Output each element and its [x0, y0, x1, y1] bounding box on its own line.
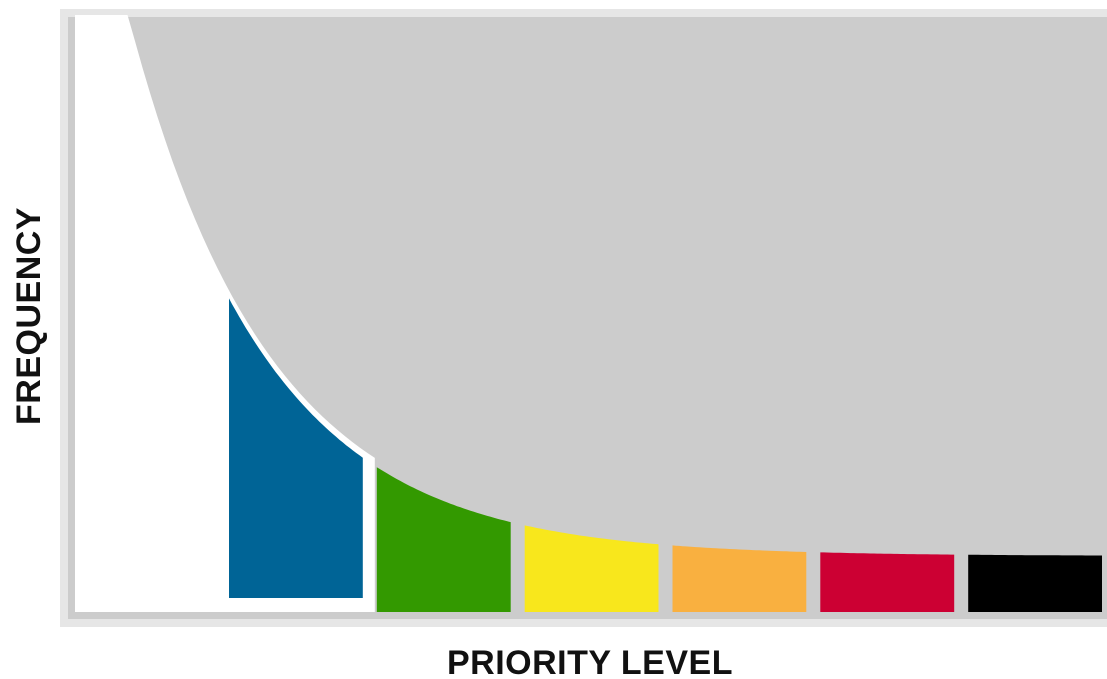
bands-group	[75, 15, 1102, 612]
priority-band-5	[672, 545, 807, 612]
priority-band-2	[229, 298, 363, 598]
priority-band-3	[376, 467, 511, 612]
priority-band-4	[524, 525, 659, 612]
priority-band-1	[75, 23, 215, 612]
priority-band-7	[968, 554, 1102, 612]
x-axis-title: PRIORITY LEVEL	[447, 644, 733, 679]
priority-band-6	[820, 552, 955, 612]
y-axis-title: FREQUENCY	[10, 207, 48, 425]
